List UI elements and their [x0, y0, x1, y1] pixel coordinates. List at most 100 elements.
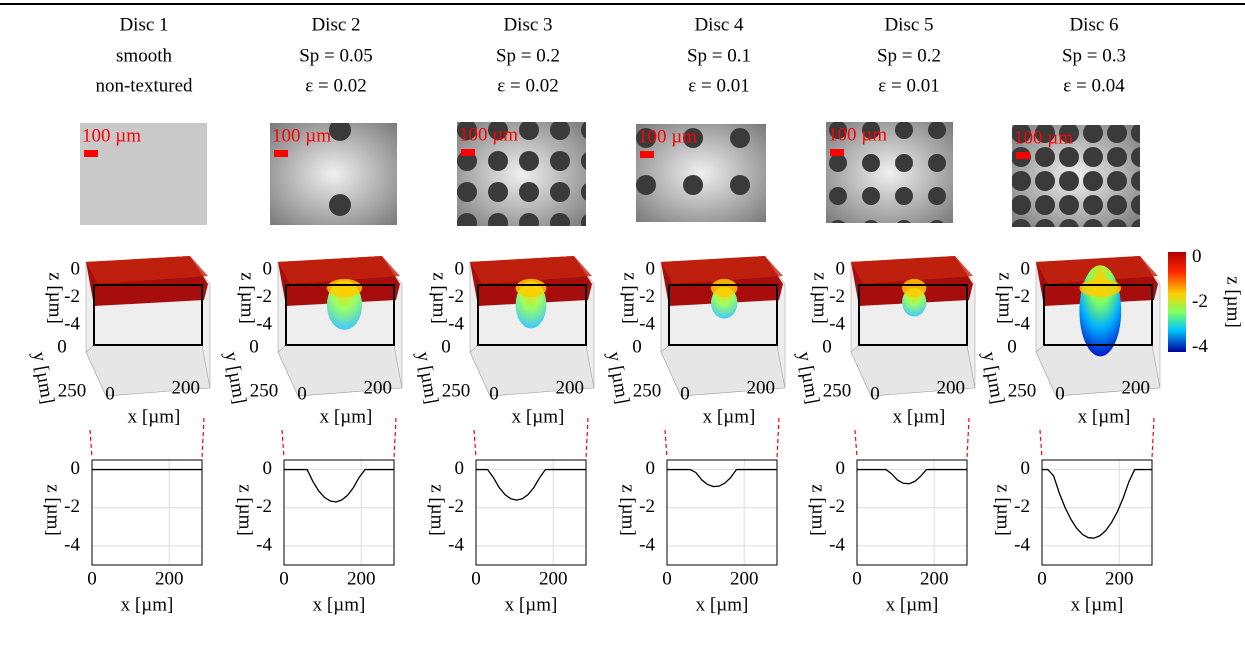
surface-z-tick-label: -2: [829, 286, 845, 307]
surface-z-tick-label: -4: [256, 314, 272, 335]
y-tick-label: 0: [646, 458, 656, 479]
surface-z-tick-label: 0: [1021, 258, 1031, 279]
texture-dimple: [519, 151, 539, 171]
surface-z-tick-label: 0: [455, 258, 465, 279]
colorbar-tick-label: -2: [1192, 291, 1208, 312]
texture-dimple: [1131, 195, 1140, 215]
texture-dimple: [636, 128, 656, 148]
plot-frame: [91, 459, 203, 566]
micrograph: [636, 124, 766, 222]
surface-z-tick-label: -2: [64, 286, 80, 307]
texture-dimple: [519, 213, 539, 226]
texture-dimple: [488, 182, 508, 202]
surface-z-tick-label: -4: [1014, 314, 1030, 335]
scale-bar-label: 100 µm: [459, 124, 518, 145]
surface-plane-top: [661, 256, 783, 284]
surface-z-tick-label: 0: [836, 258, 846, 279]
texture-dimple: [329, 194, 351, 216]
profile-line: [284, 468, 394, 503]
texture-dimple: [928, 154, 946, 172]
y-tick-label: 0: [263, 458, 273, 479]
y-axis-label: z [µm]: [993, 484, 1014, 536]
x-tick-label: 0: [279, 568, 289, 589]
y-axis-label: z [µm]: [618, 484, 639, 536]
surface-z-tick-label: -2: [448, 286, 464, 307]
column-param: Sp = 0.3: [1062, 45, 1126, 66]
texture-dimple: [581, 183, 586, 201]
scale-bar: [84, 150, 98, 157]
connector: [89, 429, 93, 459]
texture-dimple: [683, 175, 703, 195]
texture-dimple: [1107, 195, 1127, 215]
scale-bar-label: 100 µm: [82, 125, 141, 146]
x-tick-label: 0: [471, 568, 481, 589]
texture-dimple: [519, 122, 539, 140]
surface-z-tick-label: -2: [1014, 286, 1030, 307]
scale-bar-label: 100 µm: [828, 124, 887, 145]
column-param: ε = 0.04: [1063, 75, 1125, 96]
micrograph: [457, 122, 586, 226]
surface-y-tick-label: 250: [1008, 381, 1037, 402]
surface-dimple-rim: [515, 279, 547, 297]
surface-x-tick-label: 200: [1122, 378, 1151, 399]
x-tick-label: 200: [155, 568, 184, 589]
column-param: smooth: [116, 45, 172, 66]
texture-dimple: [829, 154, 847, 172]
surface-y-tick-label: 250: [823, 381, 852, 402]
x-axis-label: x [µm]: [696, 594, 749, 615]
texture-dimple: [930, 220, 944, 223]
surface-front-box: [668, 284, 778, 346]
texture-dimple: [1059, 195, 1079, 215]
surface-y-label: y [µm]: [220, 350, 250, 405]
connector: [664, 429, 668, 459]
texture-dimple: [550, 151, 570, 171]
surface-z-tick-label: 0: [646, 258, 656, 279]
surface-front-box: [858, 284, 968, 346]
texture-dimple: [488, 122, 508, 140]
column-param: ε = 0.02: [497, 75, 558, 96]
surface-x-label: x [µm]: [320, 406, 373, 427]
texture-dimple: [829, 187, 847, 205]
texture-dimple: [1035, 171, 1055, 191]
connector: [1039, 429, 1043, 459]
scale-bar-label: 100 µm: [272, 125, 331, 146]
surface-x-tick-label: 0: [680, 383, 690, 404]
texture-dimple: [1107, 125, 1127, 143]
profile-line: [1042, 468, 1152, 539]
column-title: Disc 6: [1069, 14, 1118, 35]
profile-line: [857, 468, 967, 485]
surface-z-tick-label: 0: [263, 258, 273, 279]
surface-x-tick-label: 200: [747, 378, 776, 399]
x-tick-label: 0: [852, 568, 862, 589]
y-axis-label: z [µm]: [808, 484, 829, 536]
y-tick-label: 0: [1021, 458, 1031, 479]
y-tick-label: -2: [64, 496, 80, 517]
surface-y-label: y [µm]: [412, 350, 442, 405]
y-tick-label: -2: [829, 496, 845, 517]
texture-dimple: [550, 213, 570, 226]
plot-frame: [283, 459, 395, 566]
texture-dimple: [897, 220, 911, 223]
x-tick-label: 200: [920, 568, 949, 589]
y-tick-label: -4: [256, 534, 272, 555]
surface-z-label: z [µm]: [995, 272, 1016, 324]
surface-z-tick-label: -4: [64, 314, 80, 335]
surface-z-tick-label: -2: [256, 286, 272, 307]
x-tick-label: 200: [730, 568, 759, 589]
texture-dimple: [1059, 171, 1079, 191]
texture-dimple: [862, 122, 880, 139]
texture-dimple: [457, 182, 477, 202]
column-title: Disc 2: [311, 14, 360, 35]
texture-dimple: [1083, 171, 1103, 191]
surface-y-tick-label: 0: [632, 336, 642, 357]
scale-bar-label: 100 µm: [1014, 127, 1073, 148]
y-tick-label: -4: [639, 534, 655, 555]
texture-dimple: [1012, 125, 1031, 143]
surface-z-label: z [µm]: [429, 272, 450, 324]
profile-line: [476, 468, 586, 501]
texture-dimple: [829, 122, 847, 139]
colorbar-label: z [µm]: [1223, 276, 1244, 328]
texture-dimple: [862, 154, 880, 172]
surface-plane-top: [278, 256, 400, 284]
x-tick-label: 0: [87, 568, 97, 589]
